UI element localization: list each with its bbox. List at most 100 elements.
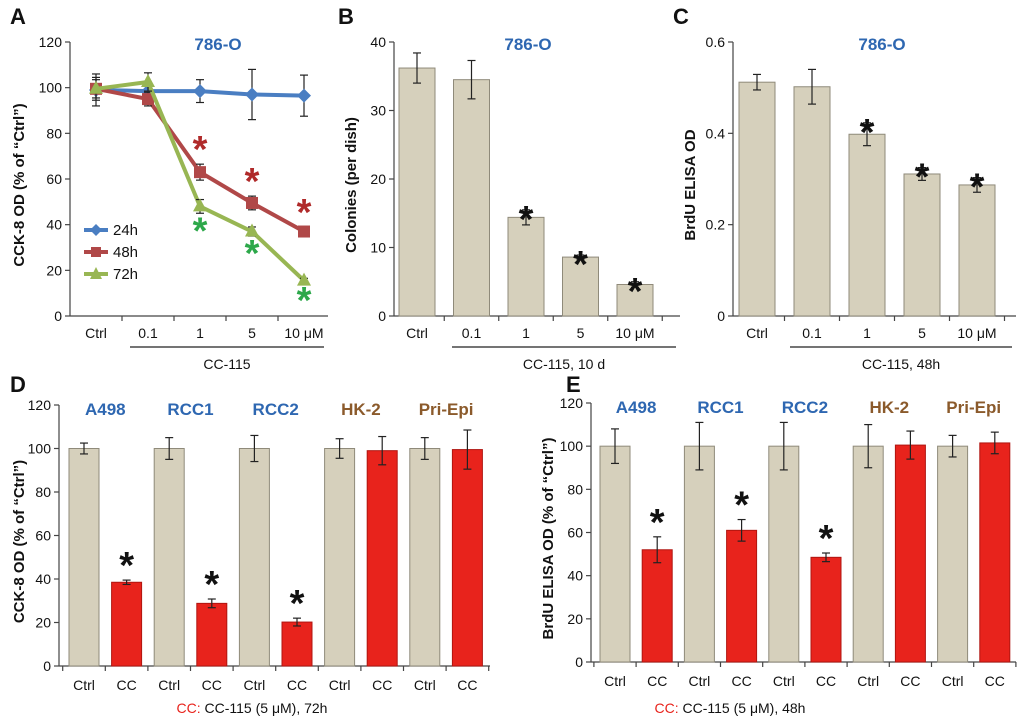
condition-note-e: CC: CC-115 (5 μM), 48h	[655, 700, 806, 716]
significance-star-D: *	[119, 545, 134, 587]
y-tick-label-D: 60	[35, 528, 51, 544]
x-tick-label-D: CC	[457, 677, 477, 693]
legend-marker-48h	[91, 247, 101, 257]
bar-E-3	[726, 529, 758, 663]
y-tick-label-C: 0.6	[706, 34, 726, 50]
bar-B-4	[616, 283, 654, 317]
panel-title-b: 786-O	[504, 35, 551, 54]
x-tick-label-A: 0.1	[138, 325, 158, 341]
panel-letter-a: A	[10, 4, 26, 29]
x-tick-label-C: Ctrl	[746, 325, 768, 341]
bar-D-4	[238, 448, 270, 667]
x-tick-label-B: Ctrl	[406, 325, 428, 341]
y-axis-label-A: CCK-8 OD (% of “Ctrl”)	[11, 103, 28, 266]
y-tick-label-B: 10	[370, 240, 386, 256]
significance-star-D: *	[290, 583, 305, 625]
group-label-d: RCC2	[253, 400, 299, 419]
y-axis-label-D: CCK-8 OD (% of “Ctrl”)	[11, 460, 28, 623]
x-tick-label-C: 1	[863, 325, 871, 341]
significance-star-C: *	[860, 112, 875, 154]
point-24h	[297, 88, 311, 103]
bar-C-0	[738, 81, 776, 317]
significance-star-C: *	[915, 157, 930, 199]
x-tick-label-E: CC	[816, 673, 836, 689]
group-label-d: A498	[85, 400, 126, 419]
x-tick-label-C: 5	[918, 325, 926, 341]
x-tick-label-D: Ctrl	[158, 677, 180, 693]
point-48h	[142, 93, 154, 106]
y-axis-label-B: Colonies (per dish)	[343, 117, 360, 253]
bar-E-1	[641, 549, 673, 663]
significance-star-E: *	[734, 485, 749, 527]
panel-letter-c: C	[673, 4, 689, 29]
bar-D-9	[451, 449, 483, 667]
y-tick-label-B: 20	[370, 171, 386, 187]
x-tick-label-D: CC	[287, 677, 307, 693]
x-tick-label-A: Ctrl	[85, 325, 107, 341]
y-tick-label-E: 80	[567, 481, 583, 497]
bar-E-2	[683, 445, 715, 663]
y-tick-label-C: 0	[717, 308, 725, 324]
y-tick-label-A: 40	[46, 217, 62, 233]
y-tick-label-D: 120	[28, 397, 52, 413]
x-tick-label-D: CC	[372, 677, 392, 693]
bar-B-1	[453, 79, 490, 317]
group-label-e: RCC1	[697, 398, 743, 417]
condition-key: CC:	[655, 700, 679, 716]
y-tick-label-D: 100	[28, 441, 52, 457]
y-tick-label-A: 80	[46, 125, 62, 141]
point-48h	[246, 196, 258, 209]
x-tick-label-A: 5	[248, 325, 256, 341]
condition-key: CC:	[177, 700, 201, 716]
x-tick-label-B: 10 μM	[615, 325, 654, 341]
bar-B-0	[398, 67, 436, 317]
y-tick-label-A: 60	[46, 171, 62, 187]
legend-marker-72h	[90, 267, 102, 279]
y-tick-label-E: 20	[567, 611, 583, 627]
x-tick-label-E: Ctrl	[773, 673, 795, 689]
bar-E-0	[599, 445, 631, 663]
point-48h	[298, 225, 310, 238]
significance-star-72h: *	[245, 233, 260, 275]
bar-D-7	[366, 450, 398, 667]
significance-star-B: *	[628, 271, 643, 313]
bar-D-0	[68, 448, 100, 667]
bar-D-5	[281, 621, 313, 667]
x-tick-label-A: 10 μM	[284, 325, 323, 341]
point-24h	[193, 84, 207, 99]
group-label-e: RCC2	[782, 398, 828, 417]
x-tick-label-D: Ctrl	[329, 677, 351, 693]
x-tick-label-E: Ctrl	[689, 673, 711, 689]
significance-star-C: *	[970, 167, 985, 209]
significance-star-48h: *	[245, 161, 260, 203]
legend-marker-24h	[90, 224, 102, 236]
x-tick-label-D: CC	[116, 677, 136, 693]
significance-star-72h: *	[297, 280, 312, 322]
bar-E-6	[852, 445, 884, 663]
y-tick-label-E: 40	[567, 568, 583, 584]
point-24h	[245, 87, 259, 102]
point-72h	[193, 198, 207, 212]
x-tick-label-B: 1	[522, 325, 530, 341]
point-48h	[194, 166, 206, 179]
y-tick-label-B: 40	[370, 34, 386, 50]
point-72h	[89, 80, 103, 94]
x-axis-label-c: CC-115, 48h	[862, 356, 940, 372]
x-tick-label-A: 1	[196, 325, 204, 341]
significance-star-E: *	[650, 502, 665, 544]
x-tick-label-E: CC	[985, 673, 1005, 689]
significance-star-48h: *	[297, 192, 312, 234]
x-tick-label-E: CC	[900, 673, 920, 689]
y-tick-label-E: 120	[560, 395, 584, 411]
bar-D-8	[409, 448, 441, 667]
y-axis-label-C: BrdU ELISA OD	[682, 129, 699, 240]
group-label-e: A498	[616, 398, 657, 417]
x-tick-label-D: Ctrl	[414, 677, 436, 693]
condition-note-d: CC: CC-115 (5 μM), 72h	[177, 700, 328, 716]
bar-B-2	[507, 216, 545, 317]
bar-C-3	[903, 173, 941, 317]
bar-E-5	[810, 556, 842, 663]
bar-D-3	[196, 602, 228, 667]
bar-D-6	[324, 448, 356, 667]
